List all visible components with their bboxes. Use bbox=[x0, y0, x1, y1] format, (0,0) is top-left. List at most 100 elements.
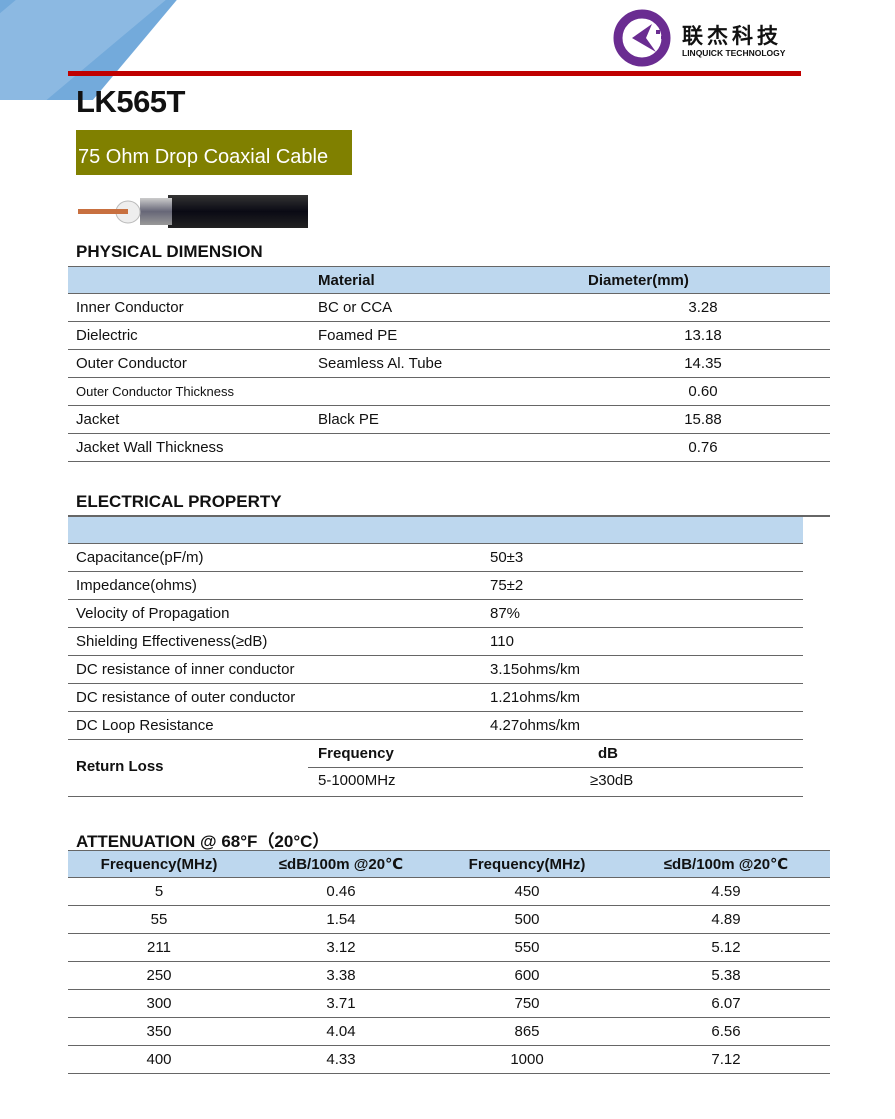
frequency-value: 350 bbox=[146, 1023, 172, 1040]
property-name: DC Loop Resistance bbox=[76, 717, 214, 734]
header-db: ≤dB/100m @20℃ bbox=[663, 856, 789, 873]
diameter: 15.88 bbox=[684, 411, 722, 428]
attenuation-row: 55 1.54 500 4.89 bbox=[68, 906, 830, 934]
property-value: 3.15ohms/km bbox=[490, 661, 581, 678]
property-name: Capacitance(pF/m) bbox=[76, 549, 204, 566]
component-name: Inner Conductor bbox=[76, 299, 184, 316]
attenuation-value: 1.54 bbox=[326, 911, 356, 928]
attenuation-heading: ATTENUATION @ 68°F（20°C） bbox=[76, 832, 330, 851]
attenuation-value: 3.38 bbox=[326, 967, 356, 984]
frequency-value: 865 bbox=[514, 1023, 540, 1040]
frequency-value: 450 bbox=[514, 883, 540, 900]
header-db: ≤dB/100m @20℃ bbox=[278, 856, 404, 873]
property-name: Velocity of Propagation bbox=[76, 605, 230, 622]
brand-name-cn: 联杰科技 bbox=[682, 25, 782, 48]
physical-row: Outer Conductor Thickness 0.60 bbox=[68, 378, 830, 406]
cable-image bbox=[78, 195, 308, 228]
component-name: Jacket Wall Thickness bbox=[76, 439, 224, 456]
property-name: DC resistance of inner conductor bbox=[76, 661, 295, 678]
attenuation-value: 4.33 bbox=[326, 1051, 356, 1068]
freq-header: Frequency bbox=[318, 745, 394, 762]
brand-name-en: LINQUICK TECHNOLOGY bbox=[682, 48, 786, 58]
diameter: 0.76 bbox=[688, 439, 718, 456]
attenuation-value: 4.04 bbox=[326, 1023, 356, 1040]
electrical-row: Shielding Effectiveness(≥dB) 110 bbox=[68, 628, 803, 656]
frequency-value: 500 bbox=[514, 911, 540, 928]
frequency-value: 250 bbox=[146, 967, 172, 984]
property-value: 87% bbox=[490, 605, 521, 622]
attenuation-value: 5.38 bbox=[711, 967, 741, 984]
attenuation-value: 6.07 bbox=[711, 995, 741, 1012]
diameter: 0.60 bbox=[688, 383, 718, 400]
return-loss-label: Return Loss bbox=[76, 758, 164, 775]
attenuation-row: 400 4.33 1000 7.12 bbox=[68, 1046, 830, 1074]
physical-heading: PHYSICAL DIMENSION bbox=[76, 242, 263, 261]
property-name: Impedance(ohms) bbox=[76, 577, 197, 594]
electrical-heading: ELECTRICAL PROPERTY bbox=[76, 492, 282, 511]
material: Foamed PE bbox=[318, 327, 398, 344]
physical-row: Jacket Black PE 15.88 bbox=[68, 406, 830, 434]
property-value: 75±2 bbox=[490, 577, 524, 594]
property-value: 110 bbox=[490, 633, 514, 650]
product-subtitle: 75 Ohm Drop Coaxial Cable bbox=[76, 130, 352, 175]
property-value: 4.27ohms/km bbox=[490, 717, 581, 734]
frequency-value: 211 bbox=[147, 939, 171, 956]
attenuation-row: 250 3.38 600 5.38 bbox=[68, 962, 830, 990]
frequency-value: 600 bbox=[514, 967, 540, 984]
frequency-value: 300 bbox=[146, 995, 172, 1012]
material: Black PE bbox=[318, 411, 379, 428]
attenuation-value: 6.56 bbox=[711, 1023, 741, 1040]
attenuation-value: 4.89 bbox=[711, 911, 741, 928]
attenuation-row: 5 0.46 450 4.59 bbox=[68, 878, 830, 906]
frequency-value: 55 bbox=[150, 911, 168, 928]
property-value: 50±3 bbox=[490, 549, 524, 566]
attenuation-value: 4.59 bbox=[711, 883, 741, 900]
db-header: dB bbox=[598, 745, 618, 762]
physical-header-row: Material Diameter(mm) bbox=[68, 266, 830, 294]
attenuation-row: 211 3.12 550 5.12 bbox=[68, 934, 830, 962]
electrical-row: DC resistance of outer conductor 1.21ohms… bbox=[68, 684, 803, 712]
diameter: 13.18 bbox=[684, 327, 722, 344]
component-name: Outer Conductor bbox=[76, 355, 187, 372]
electrical-header-row bbox=[68, 517, 803, 544]
attenuation-value: 3.12 bbox=[326, 939, 356, 956]
logo-icon bbox=[613, 9, 671, 67]
physical-row: Outer Conductor Seamless Al. Tube 14.35 bbox=[68, 350, 830, 378]
frequency-value: 750 bbox=[514, 995, 540, 1012]
electrical-row: DC resistance of inner conductor 3.15ohms… bbox=[68, 656, 803, 684]
header-frequency: Frequency(MHz) bbox=[100, 856, 218, 873]
frequency-value: 5 bbox=[154, 883, 164, 900]
header-material: Material bbox=[318, 272, 375, 289]
component-name: Outer Conductor Thickness bbox=[76, 384, 234, 399]
diameter: 3.28 bbox=[688, 299, 718, 316]
physical-row: Jacket Wall Thickness 0.76 bbox=[68, 434, 830, 462]
header-diameter: Diameter(mm) bbox=[588, 272, 689, 289]
attenuation-row: 350 4.04 865 6.56 bbox=[68, 1018, 830, 1046]
component-name: Dielectric bbox=[76, 327, 138, 344]
physical-row: Dielectric Foamed PE 13.18 bbox=[68, 322, 830, 350]
physical-row: Inner Conductor BC or CCA 3.28 bbox=[68, 294, 830, 322]
property-name: Shielding Effectiveness(≥dB) bbox=[76, 633, 268, 650]
attenuation-value: 5.12 bbox=[711, 939, 741, 956]
attenuation-header-row: Frequency(MHz) ≤dB/100m @20℃ Frequency(M… bbox=[68, 850, 830, 878]
header-frequency: Frequency(MHz) bbox=[468, 856, 586, 873]
property-value: 1.21ohms/km bbox=[490, 689, 581, 706]
frequency-value: 550 bbox=[514, 939, 540, 956]
attenuation-value: 0.46 bbox=[326, 883, 356, 900]
product-model: LK565T bbox=[76, 84, 185, 119]
electrical-row: Impedance(ohms) 75±2 bbox=[68, 572, 803, 600]
return-loss-freq: 5-1000MHz bbox=[318, 772, 396, 789]
return-loss-row: Return Loss Frequency dB 5-1000MHz ≥30dB bbox=[68, 740, 803, 797]
attenuation-value: 3.71 bbox=[326, 995, 356, 1012]
material: BC or CCA bbox=[318, 299, 393, 316]
diameter: 14.35 bbox=[684, 355, 722, 372]
electrical-row: Velocity of Propagation 87% bbox=[68, 600, 803, 628]
divider bbox=[68, 515, 830, 517]
attenuation-row: 300 3.71 750 6.07 bbox=[68, 990, 830, 1018]
return-loss-db: ≥30dB bbox=[590, 772, 634, 789]
electrical-row: DC Loop Resistance 4.27ohms/km bbox=[68, 712, 803, 740]
brand-logo bbox=[612, 8, 802, 68]
header-divider bbox=[68, 71, 801, 76]
frequency-value: 400 bbox=[146, 1051, 172, 1068]
